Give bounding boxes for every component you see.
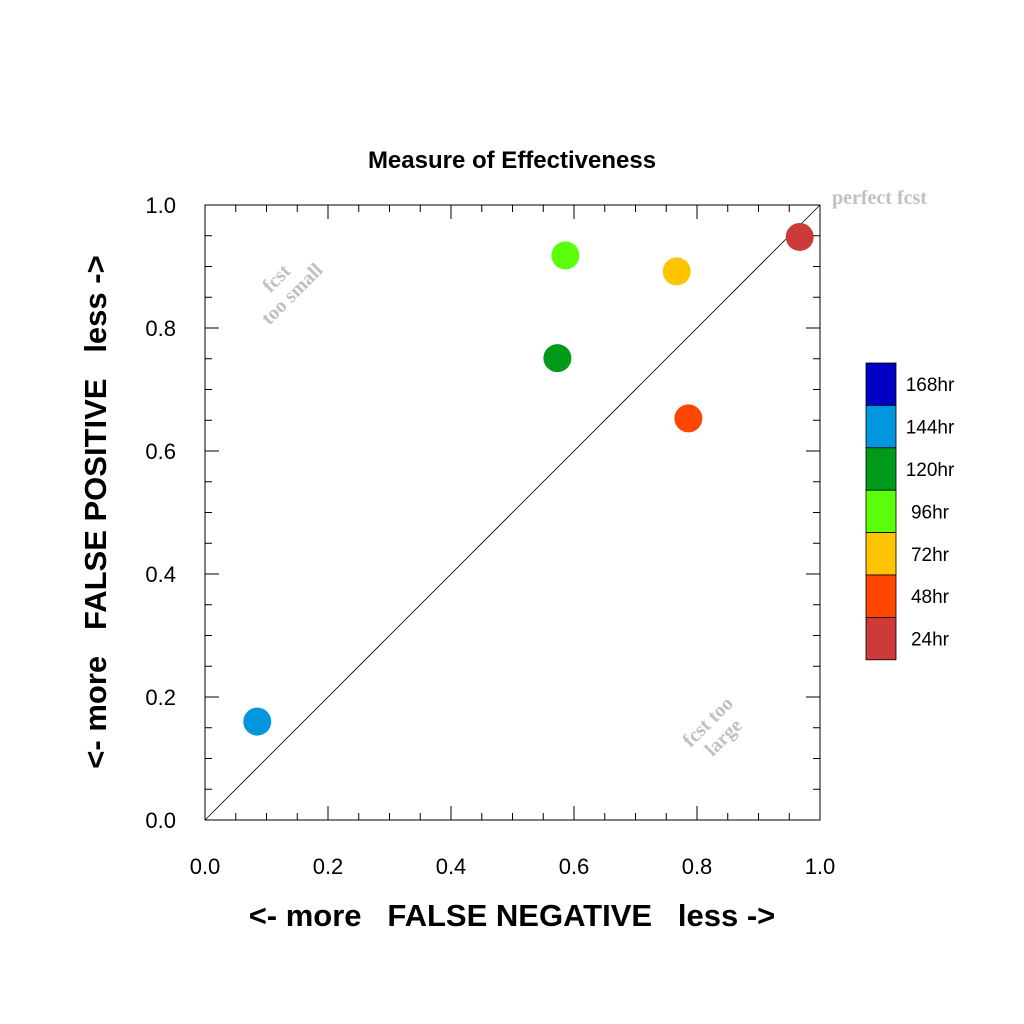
data-point-48hr bbox=[674, 404, 703, 433]
legend-label-24hr: 24hr bbox=[911, 630, 950, 651]
annotation-perfect-forecast: perfect fcst bbox=[832, 187, 927, 209]
legend: 168hr 144hr 120hr 96hr 72hr 48hr 24hr bbox=[865, 362, 955, 661]
legend-label-168hr: 168hr bbox=[906, 375, 955, 396]
legend-swatch-168hr bbox=[865, 362, 897, 406]
legend-swatch-120hr bbox=[865, 447, 897, 491]
legend-label-96hr: 96hr bbox=[911, 502, 950, 523]
y-tick-label: 0.8 bbox=[145, 316, 176, 341]
x-tick-label: 1.0 bbox=[805, 854, 836, 879]
x-tick-label: 0.4 bbox=[436, 854, 467, 879]
data-point-96hr bbox=[551, 241, 580, 270]
legend-swatch-48hr bbox=[865, 574, 897, 618]
y-axis-ticks: 0.0 0.2 0.4 0.6 0.8 1.0 bbox=[145, 193, 820, 833]
x-tick-label: 0.0 bbox=[190, 854, 221, 879]
x-tick-label: 0.2 bbox=[313, 854, 344, 879]
annotation-too-small-line2: too small bbox=[257, 259, 327, 329]
legend-label-72hr: 72hr bbox=[911, 545, 950, 566]
perfect-forecast-diagonal bbox=[204, 204, 821, 821]
data-point-24hr bbox=[785, 222, 814, 251]
x-tick-label: 0.6 bbox=[559, 854, 590, 879]
chart-title: Measure of Effectiveness bbox=[368, 147, 656, 174]
legend-swatch-24hr bbox=[865, 617, 897, 661]
data-point-120hr bbox=[543, 344, 572, 373]
x-axis-ticks: 0.0 0.2 0.4 0.6 0.8 1.0 bbox=[190, 205, 836, 879]
y-tick-label: 0.0 bbox=[145, 808, 176, 833]
legend-label-120hr: 120hr bbox=[906, 460, 955, 481]
data-point-72hr bbox=[662, 257, 691, 286]
legend-swatch-96hr bbox=[865, 489, 897, 534]
data-point-144hr bbox=[243, 707, 272, 736]
y-tick-label: 1.0 bbox=[145, 193, 176, 218]
x-axis-label: <- more FALSE NEGATIVE less -> bbox=[249, 898, 776, 933]
annotation-forecast-too-small: fcst too small bbox=[257, 259, 327, 329]
legend-swatch-144hr bbox=[865, 404, 897, 449]
data-points bbox=[243, 222, 814, 736]
y-tick-label: 0.2 bbox=[145, 685, 176, 710]
y-axis-label: <- more FALSE POSITIVE less -> bbox=[78, 255, 113, 768]
y-tick-label: 0.4 bbox=[145, 562, 176, 587]
legend-label-144hr: 144hr bbox=[906, 418, 955, 439]
legend-label-48hr: 48hr bbox=[911, 587, 950, 608]
legend-swatch-72hr bbox=[865, 532, 897, 576]
x-tick-label: 0.8 bbox=[682, 854, 713, 879]
y-tick-label: 0.6 bbox=[145, 439, 176, 464]
annotation-forecast-too-large: fcst too large bbox=[679, 693, 747, 761]
